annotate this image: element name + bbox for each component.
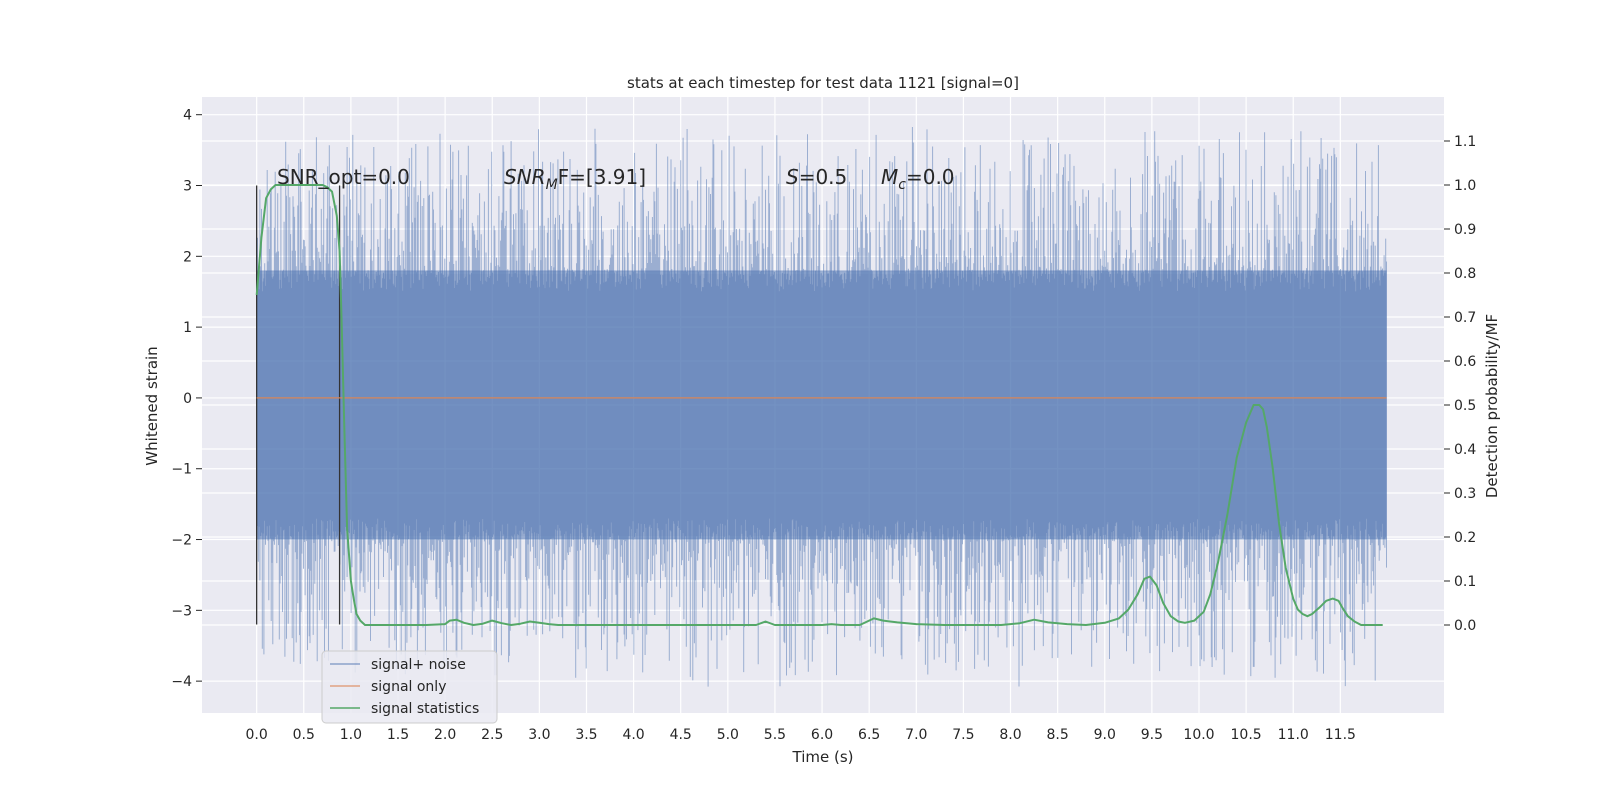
x-tick-label: 8.0 <box>999 727 1021 743</box>
x-axis-ticks: 0.0 0.5 1.0 1.5 2.0 2.5 3.0 3.5 4.0 4.5 5.0 5.5 6.0 6… <box>246 727 1356 743</box>
annotation-s-rest: =0.5 <box>799 165 848 189</box>
x-tick-label: 6.0 <box>811 727 833 743</box>
y-tick-right-label: 0.6 <box>1454 354 1476 370</box>
y-tick-left-label: 0 <box>183 391 192 407</box>
x-tick-label: 0.0 <box>246 727 268 743</box>
annotation-snr-mf-sub: M <box>546 177 558 193</box>
y-tick-left-label: 4 <box>183 108 192 124</box>
y-tick-left-label: −2 <box>171 533 192 549</box>
y-tick-right-label: 1.1 <box>1454 134 1476 150</box>
annotation-mc-rest: =0.0 <box>906 165 955 189</box>
y-axis-right-label: Detection probability/MF <box>1483 314 1501 498</box>
annotation-mc-var: M <box>881 165 898 189</box>
annotation-s: S=0.5 <box>786 165 847 189</box>
x-tick-label: 3.0 <box>528 727 550 743</box>
y-tick-right-label: 0.9 <box>1454 222 1476 238</box>
x-tick-label: 4.0 <box>622 727 644 743</box>
legend-label-signal-only: signal only <box>371 679 446 695</box>
x-tick-label: 6.5 <box>858 727 880 743</box>
y-tick-right-label: 0.3 <box>1454 486 1476 502</box>
x-tick-label: 11.5 <box>1325 727 1356 743</box>
x-tick-label: 8.5 <box>1047 727 1069 743</box>
x-tick-label: 10.0 <box>1183 727 1214 743</box>
y-tick-right-label: 0.7 <box>1454 310 1476 326</box>
y-tick-left-label: −4 <box>171 674 192 690</box>
annotation-mc: Mc=0.0 <box>881 165 955 193</box>
legend: signal+ noise signal only signal statist… <box>321 650 498 724</box>
x-tick-label: 9.0 <box>1094 727 1116 743</box>
x-tick-label: 5.0 <box>717 727 739 743</box>
y-tick-right-label: 0.1 <box>1454 574 1476 590</box>
legend-box <box>321 650 498 724</box>
y-tick-left-label: 1 <box>183 320 192 336</box>
x-tick-label: 5.5 <box>764 727 786 743</box>
y-tick-right-label: 0.4 <box>1454 442 1476 458</box>
x-tick-label: 2.0 <box>434 727 456 743</box>
legend-label-signal-noise: signal+ noise <box>371 657 466 673</box>
annotation-snr-mf: SNRMF=[3.91] <box>504 165 646 193</box>
x-tick-label: 7.0 <box>905 727 927 743</box>
y-tick-left-label: −3 <box>171 603 192 619</box>
y-tick-right-label: 0.5 <box>1454 398 1476 414</box>
y-tick-right-label: 0.8 <box>1454 266 1476 282</box>
y-tick-right-label: 1.0 <box>1454 178 1476 194</box>
y-tick-left-label: 3 <box>183 179 192 195</box>
x-tick-label: 1.0 <box>340 727 362 743</box>
x-tick-label: 2.5 <box>481 727 503 743</box>
y-axis-left-ticks: 4 3 2 1 0 −1 −2 −3 −4 <box>171 108 202 690</box>
y-tick-left-label: −1 <box>171 462 192 478</box>
chart-title: stats at each timestep for test data 112… <box>627 74 1019 92</box>
x-tick-label: 0.5 <box>293 727 315 743</box>
annotation-snr-mf-rest: F=[3.91] <box>558 165 646 189</box>
legend-label-signal-statistics: signal statistics <box>371 701 479 717</box>
signal-statistics-line <box>255 184 1383 626</box>
annotation-s-var: S <box>786 165 799 189</box>
annotation-mc-sub: c <box>898 177 906 193</box>
series-signal-statistics <box>255 184 1383 626</box>
x-tick-label: 4.5 <box>670 727 692 743</box>
x-tick-label: 10.5 <box>1231 727 1262 743</box>
x-tick-label: 9.5 <box>1141 727 1163 743</box>
x-tick-label: 11.0 <box>1278 727 1309 743</box>
y-axis-right-ticks: 1.1 1.0 0.9 0.8 0.7 0.6 0.5 0.4 0.3 0.2 0.1 0.0 <box>1444 134 1476 634</box>
y-tick-right-label: 0.0 <box>1454 618 1476 634</box>
series-signal-noise <box>256 127 1387 687</box>
y-tick-right-label: 0.2 <box>1454 530 1476 546</box>
x-tick-label: 7.5 <box>952 727 974 743</box>
y-axis-left-label: Whitened strain <box>143 346 161 465</box>
y-tick-left-label: 2 <box>183 249 192 265</box>
annotation-snr-opt: SNR_opt=0.0 <box>277 165 410 189</box>
x-tick-label: 3.5 <box>575 727 597 743</box>
x-axis-label: Time (s) <box>792 748 854 766</box>
annotation-snr-mf-base: SNR <box>504 165 546 189</box>
x-tick-label: 1.5 <box>387 727 409 743</box>
